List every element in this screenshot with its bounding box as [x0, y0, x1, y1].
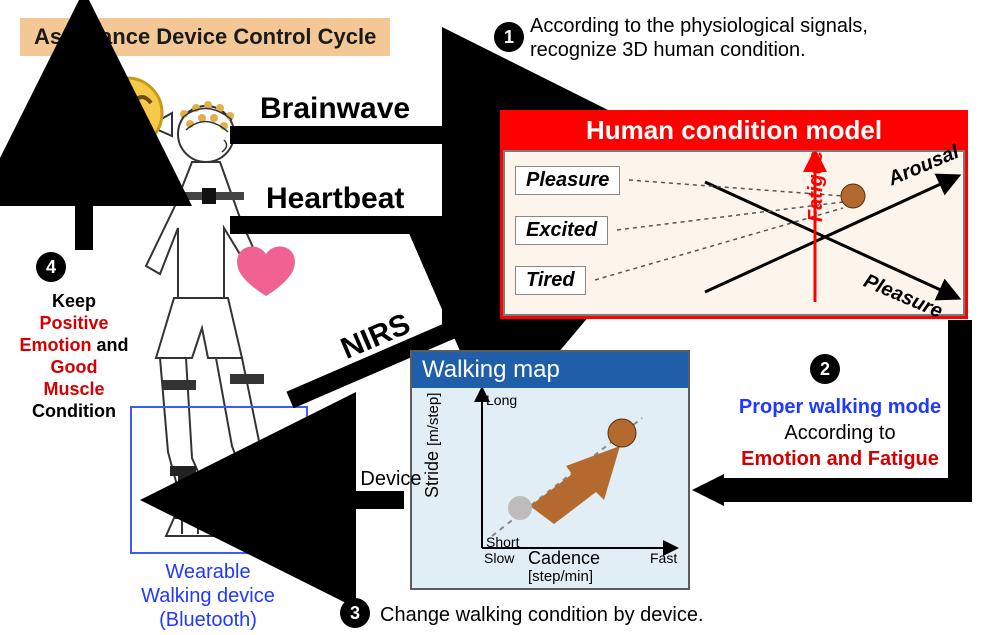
brainwave-label: Brainwave [260, 92, 410, 126]
step2-l1: Proper walking mode [739, 396, 941, 418]
step-4-badge: 4 [36, 252, 66, 282]
step-4-text: Keep Positive Emotion and Good Muscle Co… [14, 290, 134, 422]
wmap-ylabel-group: Stride [m/step] [422, 393, 443, 498]
step-2-badge: 2 [810, 354, 840, 384]
wmap-yunit: [m/step] [425, 393, 442, 446]
s4-w3: Emotion [19, 335, 91, 355]
wmap-xunit: [step/min] [528, 568, 593, 585]
wmap-xmax: Fast [650, 550, 677, 566]
heartbeat-label: Heartbeat [266, 182, 404, 216]
s4-w5: Good [51, 357, 98, 377]
step-3-badge: 3 [340, 598, 370, 628]
walking-map-title: Walking map [412, 352, 688, 388]
s4-w4: and [97, 335, 129, 355]
walking-map-inner: Stride [m/step] Long Short Slow Fast Cad… [412, 388, 688, 588]
wmap-xlabel: Cadence [528, 548, 600, 569]
s4-w2: Positive [39, 313, 108, 333]
walking-map-box: Walking map Stride [m/step] Long Short [410, 350, 690, 590]
hcm-inner: Pleasure Excited Tired Fatigue A [503, 150, 965, 316]
tune-device-label: Tune Device [310, 468, 422, 491]
s4-w7: Condition [32, 401, 116, 421]
step2-l2: According to [784, 422, 895, 444]
human-condition-model-box: Human condition model Pleasure Excited T… [500, 110, 968, 319]
step-3-text: Change walking condition by device. [380, 604, 704, 627]
step-2-text: Proper walking mode According to Emotion… [730, 394, 950, 472]
s4-w6: Muscle [43, 379, 104, 399]
wmap-ylabel: Stride [422, 451, 442, 498]
step2-l3: Emotion and Fatigue [741, 448, 939, 470]
s4-w1: Keep [52, 291, 96, 311]
wmap-xmin: Slow [484, 550, 514, 566]
hcm-axis-fatigue: Fatigue [805, 151, 828, 222]
wmap-ymax: Long [486, 392, 517, 408]
wmap-ymin: Short [486, 534, 519, 550]
hcm-title: Human condition model [503, 113, 965, 150]
